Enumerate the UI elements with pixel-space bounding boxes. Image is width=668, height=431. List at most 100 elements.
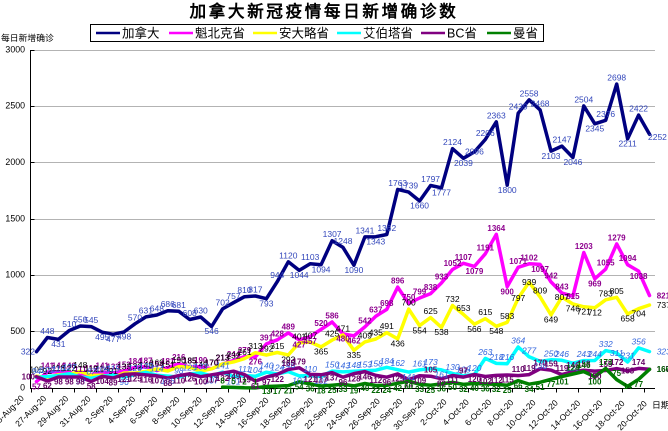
svg-text:1094: 1094 xyxy=(619,254,637,263)
svg-text:174: 174 xyxy=(632,358,646,367)
svg-text:173: 173 xyxy=(599,358,613,367)
svg-text:246: 246 xyxy=(554,349,569,359)
svg-text:2558: 2558 xyxy=(520,88,539,98)
svg-text:721: 721 xyxy=(577,307,591,317)
svg-text:1763: 1763 xyxy=(388,178,407,188)
svg-text:630: 630 xyxy=(194,306,208,316)
svg-text:213: 213 xyxy=(216,353,230,363)
svg-text:167: 167 xyxy=(657,365,668,374)
svg-text:1: 1 xyxy=(253,377,258,386)
svg-text:1052: 1052 xyxy=(444,259,462,268)
svg-text:704: 704 xyxy=(632,308,646,318)
svg-text:2103: 2103 xyxy=(542,151,561,161)
svg-text:25: 25 xyxy=(426,386,435,395)
svg-text:126: 126 xyxy=(183,375,197,384)
svg-text:942: 942 xyxy=(544,271,558,280)
svg-text:110: 110 xyxy=(512,365,525,374)
svg-text:139: 139 xyxy=(139,361,153,371)
svg-text:107: 107 xyxy=(205,376,219,386)
svg-text:105: 105 xyxy=(29,365,43,375)
svg-text:457: 457 xyxy=(304,337,318,346)
svg-text:34: 34 xyxy=(525,385,534,394)
svg-text:471: 471 xyxy=(336,323,350,333)
svg-text:110: 110 xyxy=(52,364,66,374)
svg-text:42: 42 xyxy=(393,384,402,393)
svg-text:933: 933 xyxy=(435,272,449,281)
svg-text:125: 125 xyxy=(391,375,405,384)
svg-text:132: 132 xyxy=(216,374,230,383)
svg-text:944: 944 xyxy=(270,270,284,280)
svg-text:77: 77 xyxy=(634,380,643,389)
svg-text:243: 243 xyxy=(576,349,591,359)
svg-text:218: 218 xyxy=(488,352,503,362)
svg-text:89: 89 xyxy=(109,379,118,388)
svg-text:900: 900 xyxy=(501,287,515,296)
svg-text:25: 25 xyxy=(328,386,337,395)
svg-text:170: 170 xyxy=(205,358,219,367)
svg-text:1120: 1120 xyxy=(279,250,298,260)
svg-text:21: 21 xyxy=(284,386,293,395)
svg-text:658: 658 xyxy=(621,314,635,324)
svg-text:125: 125 xyxy=(183,362,197,372)
svg-text:365: 365 xyxy=(314,347,328,357)
svg-text:625: 625 xyxy=(424,306,438,316)
svg-text:119: 119 xyxy=(85,364,98,373)
svg-text:293: 293 xyxy=(281,355,295,365)
svg-text:1203: 1203 xyxy=(575,242,593,251)
svg-text:520: 520 xyxy=(314,319,328,328)
svg-text:33: 33 xyxy=(415,385,424,394)
svg-text:104: 104 xyxy=(248,365,262,375)
svg-text:213: 213 xyxy=(216,354,230,363)
svg-text:231: 231 xyxy=(620,351,635,361)
svg-text:87: 87 xyxy=(86,367,96,377)
svg-text:220: 220 xyxy=(565,363,580,373)
svg-text:2500: 2500 xyxy=(5,101,25,111)
svg-text:554: 554 xyxy=(413,325,427,335)
svg-text:1090: 1090 xyxy=(344,265,363,275)
svg-text:746: 746 xyxy=(566,304,580,314)
svg-text:583: 583 xyxy=(500,311,514,321)
svg-text:712: 712 xyxy=(588,308,602,318)
svg-text:安大略省: 安大略省 xyxy=(279,26,329,41)
svg-text:137: 137 xyxy=(325,373,339,382)
svg-text:94: 94 xyxy=(32,366,42,376)
svg-text:570: 570 xyxy=(128,312,142,322)
svg-text:1107: 1107 xyxy=(455,253,473,262)
svg-text:2039: 2039 xyxy=(454,158,473,168)
svg-text:750: 750 xyxy=(402,293,416,302)
svg-text:128: 128 xyxy=(347,374,361,383)
svg-text:98: 98 xyxy=(76,377,86,387)
svg-text:172: 172 xyxy=(610,358,624,367)
svg-text:151: 151 xyxy=(161,360,175,370)
svg-text:100: 100 xyxy=(22,373,36,382)
svg-text:2211: 2211 xyxy=(618,139,637,149)
svg-text:97: 97 xyxy=(262,378,271,387)
svg-text:292: 292 xyxy=(259,344,273,354)
svg-text:435: 435 xyxy=(369,328,383,338)
svg-text:每日新增确诊: 每日新增确诊 xyxy=(1,32,54,43)
svg-text:1191: 1191 xyxy=(477,243,495,252)
svg-text:843: 843 xyxy=(555,283,569,292)
svg-text:127: 127 xyxy=(62,362,76,372)
svg-text:489: 489 xyxy=(282,322,296,331)
svg-text:125: 125 xyxy=(128,375,142,384)
svg-text:615: 615 xyxy=(478,307,492,317)
svg-text:648: 648 xyxy=(150,304,164,314)
svg-text:1103: 1103 xyxy=(301,252,320,262)
svg-text:119: 119 xyxy=(555,364,568,373)
svg-text:2422: 2422 xyxy=(629,104,648,114)
svg-text:250: 250 xyxy=(543,348,558,358)
svg-text:115: 115 xyxy=(501,376,514,385)
svg-text:279: 279 xyxy=(238,346,252,355)
svg-text:276: 276 xyxy=(249,358,263,367)
svg-text:500: 500 xyxy=(10,326,25,336)
svg-text:1102: 1102 xyxy=(520,253,538,262)
svg-text:98: 98 xyxy=(54,378,63,387)
svg-text:2252: 2252 xyxy=(648,132,667,142)
svg-text:149: 149 xyxy=(227,372,241,381)
svg-text:17: 17 xyxy=(273,387,282,396)
svg-text:115: 115 xyxy=(106,364,120,374)
svg-text:732: 732 xyxy=(445,294,459,304)
svg-text:681: 681 xyxy=(172,300,186,310)
svg-text:114: 114 xyxy=(150,364,164,374)
